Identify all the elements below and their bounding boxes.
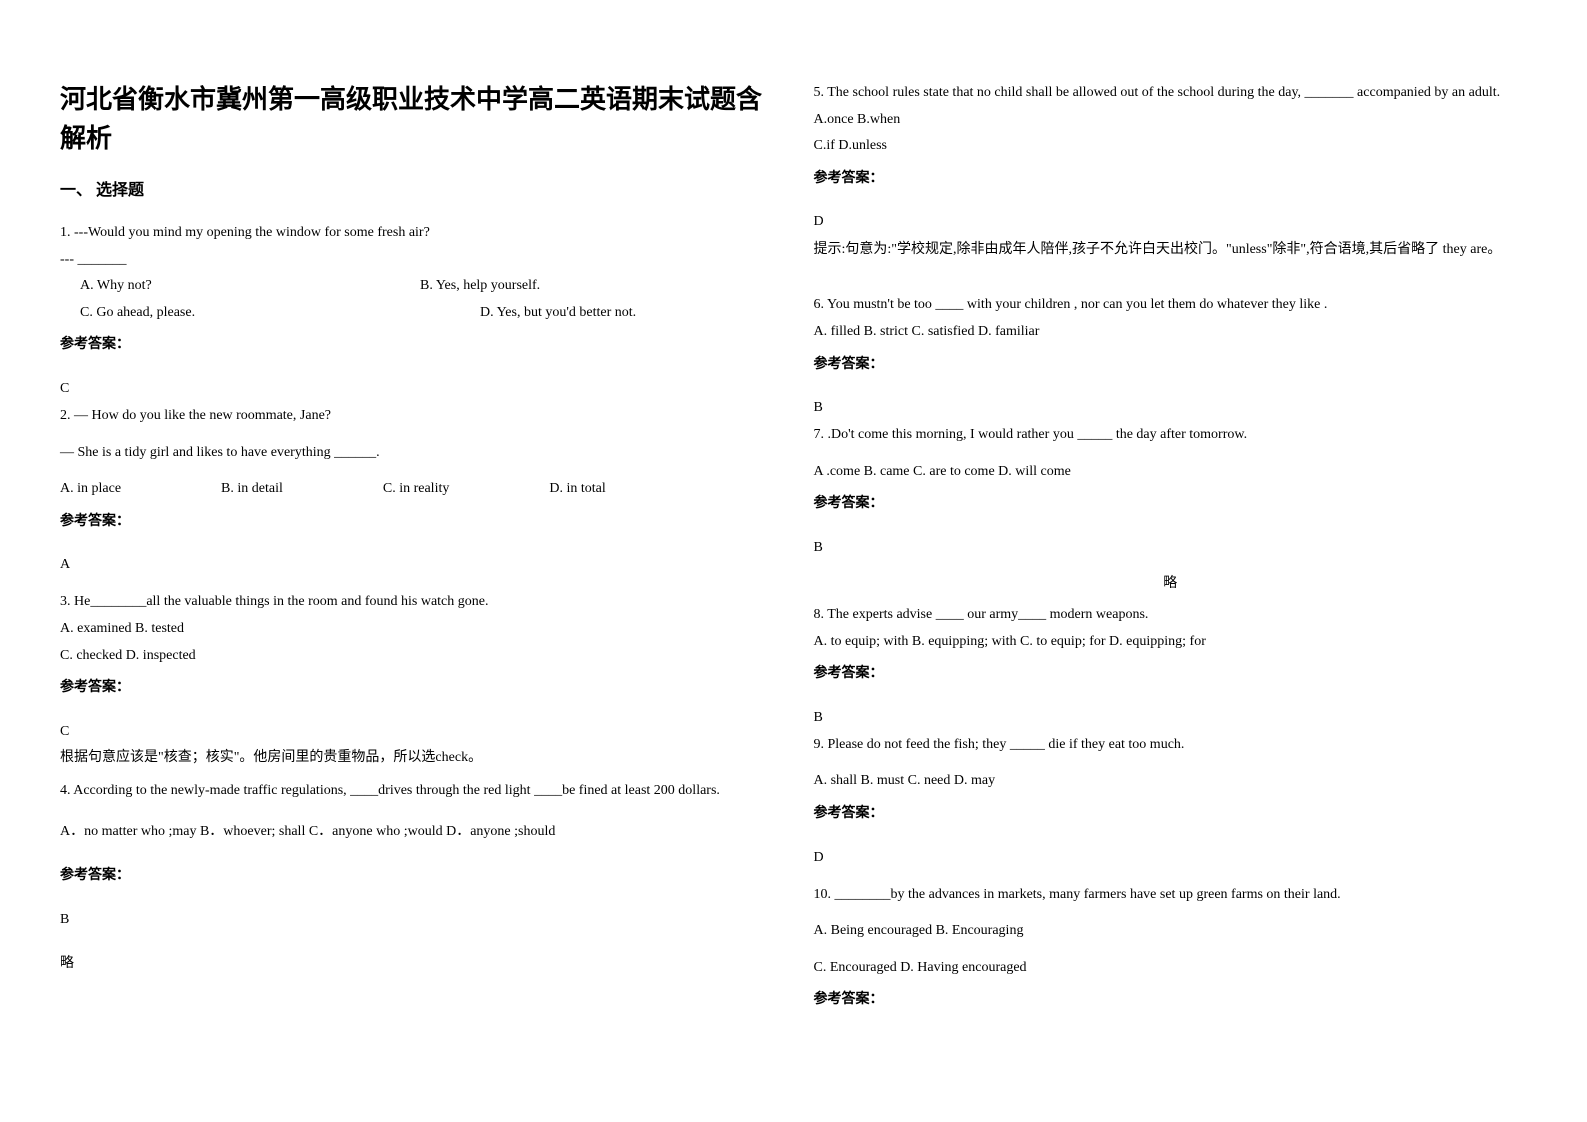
question-9: 9. Please do not feed the fish; they ___… [814,732,1528,834]
q8-options: A. to equip; with B. equipping; with C. … [814,629,1528,656]
q3-optCD: C. checked D. inspected [60,643,774,670]
q4-answer-label: 参考答案： [60,863,774,890]
q10-optCD: C. Encouraged D. Having encouraged [814,955,1528,982]
q1-optD: D. Yes, but you'd better not. [480,300,636,327]
q10-answer-label: 参考答案： [814,987,1528,1014]
q3-line1: 3. He________all the valuable things in … [60,589,774,616]
document-title: 河北省衡水市冀州第一高级职业技术中学高二英语期末试题含解析 [60,80,774,158]
q2-line2: — She is a tidy girl and likes to have e… [60,440,774,467]
q3-answer-label: 参考答案： [60,675,774,702]
q5-optAB: A.once B.when [814,107,1528,134]
q7-note: 略 [814,572,1528,592]
question-6: 6. You mustn't be too ____ with your chi… [814,292,1528,384]
q2-optD: D. in total [549,476,605,503]
q1-optA: A. Why not? [80,273,420,300]
q8-answer: B [814,710,1528,726]
q7-answer-label: 参考答案： [814,491,1528,518]
q9-answer: D [814,850,1528,866]
question-5: 5. The school rules state that no child … [814,80,1528,198]
q1-answer-label: 参考答案： [60,332,774,359]
question-1: 1. ---Would you mind my opening the wind… [60,220,774,365]
question-2: 2. — How do you like the new roommate, J… [60,403,774,541]
q5-optCD: C.if D.unless [814,133,1528,160]
q4-answer: B [60,912,774,928]
q3-explanation: 根据句意应该是"核查；核实"。他房间里的贵重物品，所以选check。 [60,746,774,766]
q7-options: A .come B. came C. are to come D. will c… [814,459,1528,486]
q5-explanation: 提示:句意为:"学校规定,除非由成年人陪伴,孩子不允许白天出校门。"unless… [814,236,1528,264]
question-7: 7. .Do't come this morning, I would rath… [814,422,1528,524]
q2-answer: A [60,557,774,573]
q9-options: A. shall B. must C. need D. may [814,768,1528,795]
q10-line1: 10. ________by the advances in markets, … [814,882,1528,909]
q2-optA: A. in place [60,476,121,503]
q3-optAB: A. examined B. tested [60,616,774,643]
q5-answer: D [814,214,1528,230]
q6-answer-label: 参考答案： [814,352,1528,379]
q1-answer: C [60,381,774,397]
q8-answer-label: 参考答案： [814,661,1528,688]
left-column: 河北省衡水市冀州第一高级职业技术中学高二英语期末试题含解析 一、 选择题 1. … [60,80,774,1042]
q9-line1: 9. Please do not feed the fish; they ___… [814,732,1528,759]
q7-line1: 7. .Do't come this morning, I would rath… [814,422,1528,449]
q7-answer: B [814,540,1528,556]
question-3: 3. He________all the valuable things in … [60,589,774,707]
q8-line1: 8. The experts advise ____ our army____ … [814,602,1528,629]
question-8: 8. The experts advise ____ our army____ … [814,602,1528,694]
q6-options: A. filled B. strict C. satisfied D. fami… [814,319,1528,346]
q2-optC: C. in reality [383,476,450,503]
question-4: 4. According to the newly-made traffic r… [60,776,774,896]
q2-answer-label: 参考答案： [60,509,774,536]
q5-answer-label: 参考答案： [814,166,1528,193]
q2-optB: B. in detail [221,476,283,503]
question-10: 10. ________by the advances in markets, … [814,882,1528,1020]
q1-line2: --- _______ [60,247,774,274]
q6-line1: 6. You mustn't be too ____ with your chi… [814,292,1528,319]
q4-line1: 4. According to the newly-made traffic r… [60,776,774,807]
q4-note: 略 [60,952,774,972]
q1-optC: C. Go ahead, please. [80,300,480,327]
right-column: 5. The school rules state that no child … [814,80,1528,1042]
q4-options: A．no matter who ;may B．whoever; shall C．… [60,817,774,848]
q1-optB: B. Yes, help yourself. [420,273,540,300]
q5-line1: 5. The school rules state that no child … [814,80,1528,107]
q1-line1: 1. ---Would you mind my opening the wind… [60,220,774,247]
q10-optAB: A. Being encouraged B. Encouraging [814,918,1528,945]
q9-answer-label: 参考答案： [814,801,1528,828]
q6-answer: B [814,400,1528,416]
q3-answer: C [60,724,774,740]
section-header: 一、 选择题 [60,176,774,200]
q2-line1: 2. — How do you like the new roommate, J… [60,403,774,430]
